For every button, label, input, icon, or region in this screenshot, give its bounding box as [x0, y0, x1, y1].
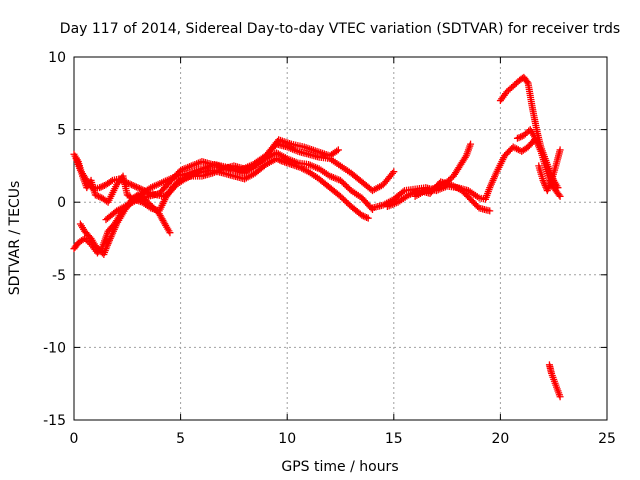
data-point: [364, 214, 372, 222]
y-tick-label: 10: [48, 50, 66, 66]
data-point: [555, 191, 563, 199]
data-point: [116, 176, 124, 184]
data-point: [97, 183, 105, 191]
series-arc-5: [76, 136, 342, 258]
data-point: [121, 178, 129, 186]
data-point: [99, 182, 107, 190]
data-point: [91, 191, 99, 199]
data-point: [517, 133, 525, 141]
data-point: [515, 134, 523, 142]
data-point: [523, 78, 531, 86]
data-point: [361, 213, 369, 221]
series-arc-12: [545, 361, 564, 401]
data-point: [556, 393, 564, 401]
x-tick-label: 5: [176, 431, 185, 447]
data-point: [129, 182, 137, 190]
y-tick-label: -5: [52, 268, 66, 284]
series-arc-11: [535, 146, 564, 195]
data-point: [123, 179, 131, 187]
chart-title: Day 117 of 2014, Sidereal Day-to-day VTE…: [60, 21, 620, 37]
data-point: [274, 155, 282, 163]
x-axis-title: GPS time / hours: [281, 459, 398, 475]
data-point: [399, 188, 407, 196]
axis-ticks: 0 5 10 15 20 25 -15 -10 -5 0 5 10: [43, 50, 616, 447]
x-tick-label: 25: [598, 431, 616, 447]
data-point: [277, 157, 285, 165]
data-point: [96, 184, 104, 192]
data-point: [276, 156, 284, 164]
y-tick-label: 0: [57, 195, 66, 211]
data-points: [70, 73, 564, 401]
data-point: [131, 182, 139, 190]
data-point: [556, 192, 564, 200]
grid-lines: [74, 57, 607, 420]
data-point: [132, 183, 140, 191]
data-point: [467, 140, 475, 148]
y-tick-label: -15: [43, 413, 66, 429]
data-point: [556, 146, 564, 154]
data-point: [513, 134, 521, 142]
data-point: [390, 168, 398, 176]
data-point: [115, 175, 123, 183]
data-point: [359, 212, 367, 220]
y-tick-label: 5: [57, 123, 66, 139]
plot-frame: [73, 56, 608, 421]
data-point: [93, 192, 101, 200]
y-tick-label: -10: [43, 340, 66, 356]
data-point: [107, 178, 115, 186]
series-arc-1: [70, 191, 174, 257]
data-point: [136, 184, 144, 192]
data-point: [134, 184, 142, 192]
data-point: [128, 181, 136, 189]
series-arc-10: [513, 126, 564, 200]
data-point: [124, 179, 132, 187]
x-tick-label: 15: [385, 431, 403, 447]
data-point: [166, 229, 174, 237]
x-tick-label: 0: [70, 431, 79, 447]
data-point: [363, 213, 371, 221]
x-tick-label: 20: [491, 431, 509, 447]
y-axis-title: SDTVAR / TECUs: [7, 181, 23, 296]
data-point: [358, 211, 366, 219]
data-point: [334, 146, 342, 154]
data-point: [273, 155, 281, 163]
data-point: [486, 207, 494, 215]
x-tick-label: 10: [278, 431, 296, 447]
data-point: [388, 169, 396, 177]
series-arc-8: [411, 140, 475, 200]
data-point: [120, 177, 128, 185]
data-point: [118, 176, 126, 184]
data-point: [126, 180, 134, 188]
data-point: [95, 192, 103, 200]
